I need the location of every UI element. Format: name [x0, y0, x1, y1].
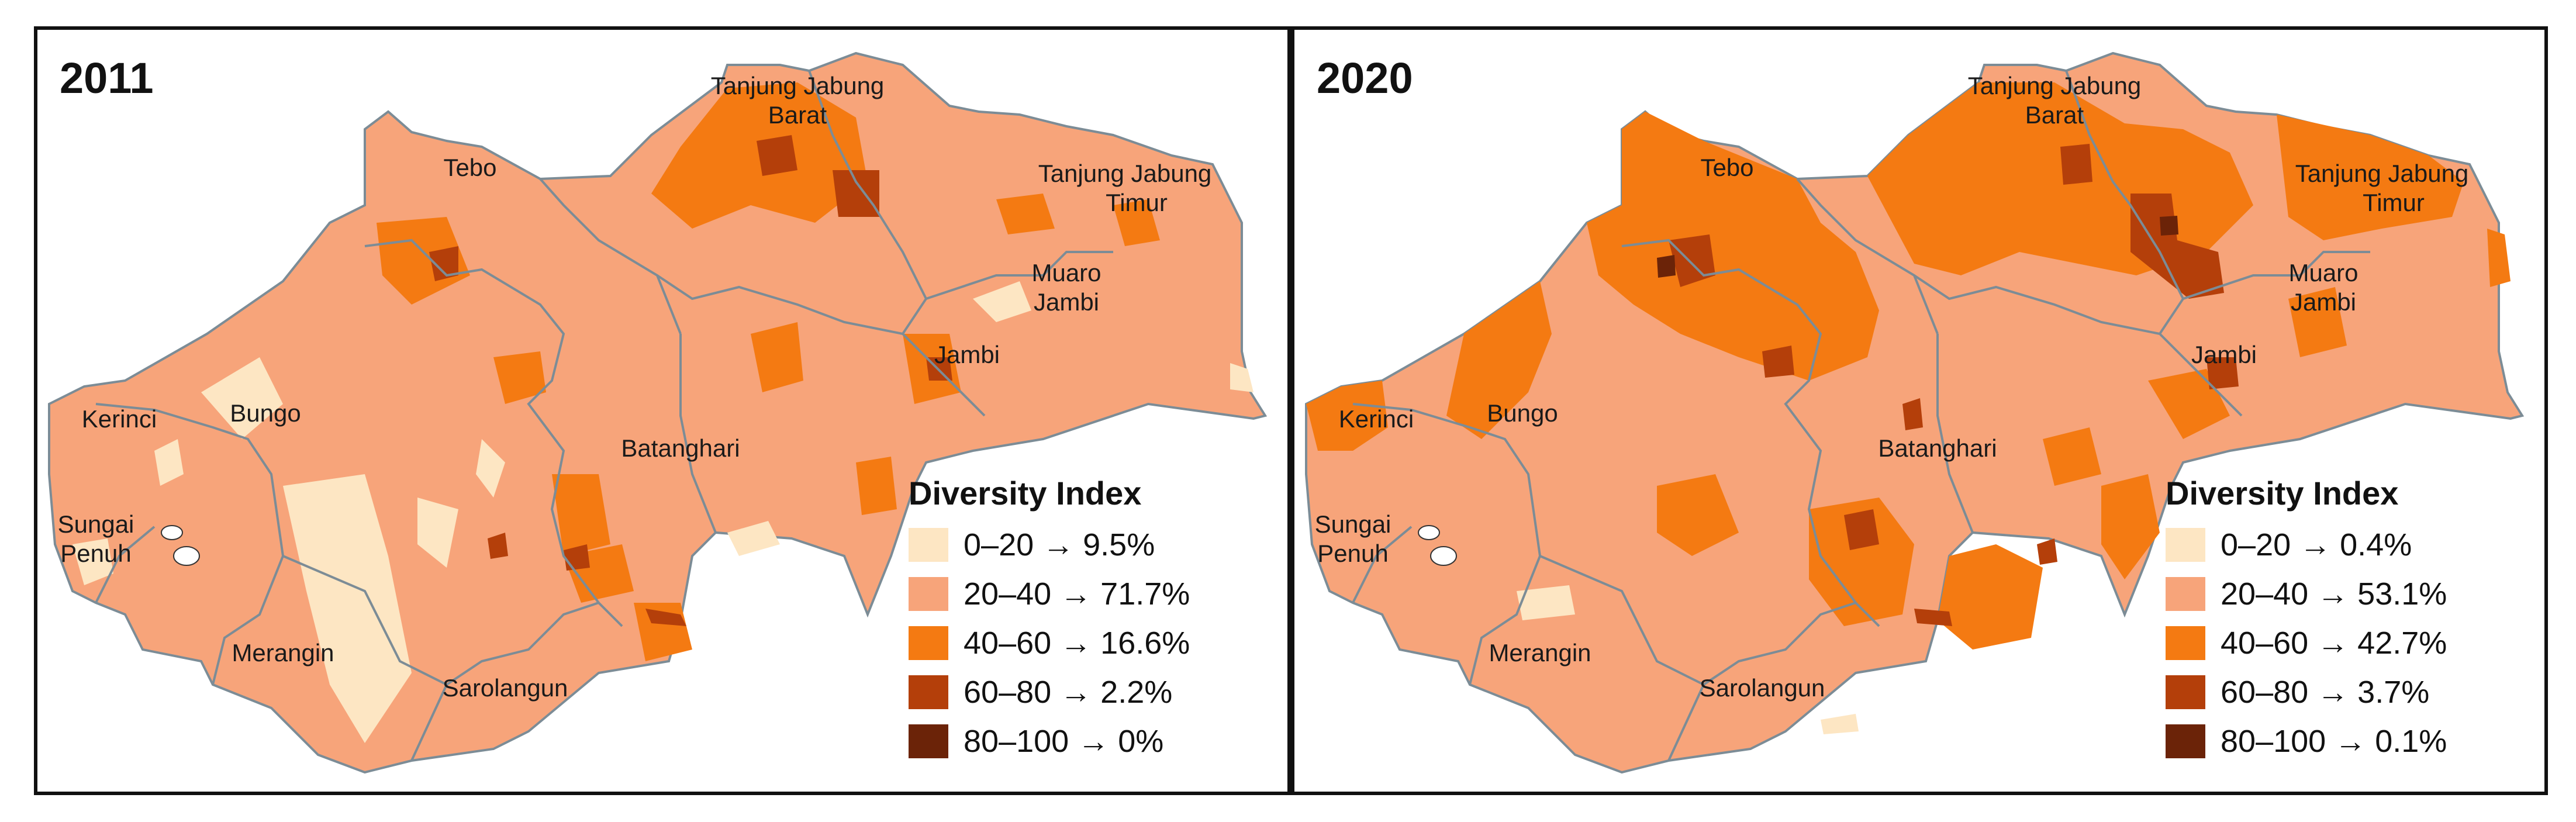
legend-label: 0–20 → 0.4%	[2221, 527, 2412, 562]
legend-label: 0–20 → 9.5%	[964, 527, 1155, 562]
label-sungai-penuh-1: Sungai	[58, 510, 134, 538]
label-tebo: Tebo	[443, 154, 496, 181]
map-2011: Tebo Tanjung Jabung Barat Tanjung Jabung…	[48, 51, 1268, 774]
legend-swatch	[909, 626, 948, 660]
label-bungo: Bungo	[1487, 399, 1558, 427]
label-muaro-jambi-1: Muaro	[1031, 259, 1101, 286]
legend-item: 20–40 → 53.1%	[2166, 569, 2528, 619]
legend-item: 60–80 → 2.2%	[909, 668, 1271, 717]
legend-label: 40–60 → 16.6%	[964, 626, 1190, 661]
label-sarolangun: Sarolangun	[443, 674, 568, 702]
legend-swatch	[2166, 675, 2205, 709]
label-batanghari: Batanghari	[1878, 434, 1997, 462]
legend-label: 60–80 → 3.7%	[2221, 675, 2430, 710]
very-high-diversity-patches	[429, 135, 952, 626]
top-diversity-patches	[1657, 216, 2178, 278]
legend-swatch	[2166, 577, 2205, 611]
legend-swatch	[2166, 528, 2205, 562]
label-sungai-penuh-1: Sungai	[1315, 510, 1391, 538]
legend-item: 40–60 → 16.6%	[909, 619, 1271, 668]
legend-label: 20–40 → 71.7%	[964, 576, 1190, 612]
legend-swatch	[2166, 626, 2205, 660]
panel-year: 2020	[1317, 54, 1413, 102]
panel-year: 2011	[60, 54, 154, 102]
label-jambi: Jambi	[2191, 341, 2257, 368]
label-tanjung-jabung-barat-2: Barat	[2025, 101, 2084, 129]
legend-title: Diversity Index	[909, 475, 1142, 512]
very-high-diversity-patches	[1669, 144, 2239, 626]
label-merangin: Merangin	[232, 639, 334, 666]
label-sarolangun: Sarolangun	[1700, 674, 1825, 702]
legend-label: 80–100 → 0%	[964, 724, 1164, 759]
label-muaro-jambi-2: Jambi	[2291, 288, 2356, 316]
map-panel-2011: Tebo Tanjung Jabung Barat Tanjung Jabung…	[34, 26, 1291, 795]
label-kerinci: Kerinci	[82, 405, 157, 433]
low-diversity-patches	[72, 281, 1254, 743]
lakes	[161, 525, 200, 566]
legend-item: 40–60 → 42.7%	[2166, 619, 2528, 668]
label-tanjung-jabung-timur-2: Timur	[2363, 189, 2425, 216]
label-sungai-penuh-2: Penuh	[1317, 540, 1388, 567]
label-jambi: Jambi	[934, 341, 1000, 368]
legend-item: 80–100 → 0.1%	[2166, 717, 2528, 766]
district-boundaries	[1352, 70, 2370, 761]
district-boundaries	[95, 70, 1113, 761]
label-bungo: Bungo	[230, 399, 301, 427]
label-merangin: Merangin	[1489, 639, 1591, 666]
legend-label: 60–80 → 2.2%	[964, 675, 1173, 710]
legend-swatch	[909, 724, 948, 758]
place-labels: Tebo Tanjung Jabung Barat Tanjung Jabung…	[1315, 72, 2469, 702]
legend-item: 60–80 → 3.7%	[2166, 668, 2528, 717]
legend-item: 0–20 → 9.5%	[909, 520, 1271, 569]
label-batanghari: Batanghari	[621, 434, 740, 462]
legend-label: 80–100 → 0.1%	[2221, 724, 2447, 759]
legend-item: 80–100 → 0%	[909, 717, 1271, 766]
legend-item: 0–20 → 0.4%	[2166, 520, 2528, 569]
legend-swatch	[2166, 724, 2205, 758]
legend: Diversity Index 0–20 → 9.5% 20–40 → 71.7…	[909, 474, 1271, 766]
legend: Diversity Index 0–20 → 0.4% 20–40 → 53.1…	[2166, 474, 2528, 766]
label-tanjung-jabung-timur-1: Tanjung Jabung	[1038, 160, 1212, 187]
legend-label: 20–40 → 53.1%	[2221, 576, 2447, 612]
lakes	[1418, 525, 1457, 566]
map-panel-2020: Tebo Tanjung Jabung Barat Tanjung Jabung…	[1291, 26, 2548, 795]
high-diversity-patches	[1306, 82, 2511, 650]
legend-swatch	[909, 675, 948, 709]
label-tanjung-jabung-timur-2: Timur	[1106, 189, 1168, 216]
label-kerinci: Kerinci	[1339, 405, 1414, 433]
low-diversity-patches	[1517, 585, 1859, 734]
place-labels: Tebo Tanjung Jabung Barat Tanjung Jabung…	[58, 72, 1212, 702]
legend-item: 20–40 → 71.7%	[909, 569, 1271, 619]
label-tanjung-jabung-timur-1: Tanjung Jabung	[2295, 160, 2469, 187]
legend-label: 40–60 → 42.7%	[2221, 626, 2447, 661]
label-tanjung-jabung-barat-1: Tanjung Jabung	[1968, 72, 2142, 99]
label-sungai-penuh-2: Penuh	[60, 540, 131, 567]
map-2020: Tebo Tanjung Jabung Barat Tanjung Jabung…	[1305, 51, 2525, 774]
legend-swatch	[909, 528, 948, 562]
legend-swatch	[909, 577, 948, 611]
label-tebo: Tebo	[1700, 154, 1753, 181]
legend-title: Diversity Index	[2166, 475, 2399, 512]
label-tanjung-jabung-barat-2: Barat	[768, 101, 827, 129]
label-muaro-jambi-1: Muaro	[2288, 259, 2358, 286]
label-muaro-jambi-2: Jambi	[1034, 288, 1099, 316]
label-tanjung-jabung-barat-1: Tanjung Jabung	[711, 72, 885, 99]
